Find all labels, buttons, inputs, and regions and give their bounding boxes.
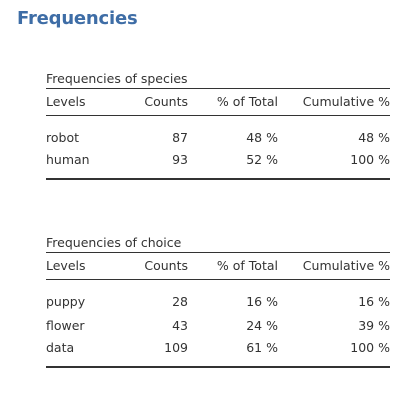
frequencies-choice-block: Frequencies of choice Levels Counts % of… — [46, 234, 390, 368]
table-row: robot 87 48 % 48 % — [46, 126, 390, 150]
column-header-counts: Counts — [126, 252, 188, 280]
cell-level: robot — [46, 130, 79, 145]
column-header-cumulative: Cumulative % — [278, 252, 390, 280]
column-header-levels: Levels — [46, 88, 126, 116]
table-header-row: Levels Counts % of Total Cumulative % — [46, 252, 390, 280]
table-title-choice: Frequencies of choice — [46, 235, 182, 250]
table-row: data 109 61 % 100 % — [46, 338, 390, 368]
page-title: Frequencies — [17, 8, 138, 29]
cell-pct-total: 48 % — [246, 130, 278, 145]
column-header-pct-total: % of Total — [188, 88, 278, 116]
cell-count: 93 — [126, 150, 188, 180]
cell-count: 109 — [126, 338, 188, 368]
cell-level: puppy — [46, 294, 86, 309]
table-row: human 93 52 % 100 % — [46, 150, 390, 180]
table-row: puppy 28 16 % 16 % — [46, 290, 390, 314]
column-header-pct-total: % of Total — [188, 252, 278, 280]
table-row: flower 43 24 % 39 % — [46, 314, 390, 338]
cell-cumulative: 48 % — [358, 130, 390, 145]
cell-cumulative: 39 % — [358, 318, 390, 333]
table-header-row: Levels Counts % of Total Cumulative % — [46, 88, 390, 116]
cell-cumulative: 100 % — [278, 150, 390, 180]
frequencies-species-block: Frequencies of species Levels Counts % o… — [46, 70, 390, 180]
frequencies-choice-table: Levels Counts % of Total Cumulative % pu… — [46, 252, 390, 368]
table-title-species: Frequencies of species — [46, 71, 188, 86]
cell-cumulative: 16 % — [358, 294, 390, 309]
frequencies-species-table: Levels Counts % of Total Cumulative % ro… — [46, 88, 390, 180]
cell-pct-total: 24 % — [246, 318, 278, 333]
cell-count: 28 — [172, 294, 188, 309]
column-header-counts: Counts — [126, 88, 188, 116]
cell-pct-total: 61 % — [188, 338, 278, 368]
cell-level: data — [46, 338, 126, 368]
column-header-cumulative: Cumulative % — [278, 88, 390, 116]
table-spacer-row — [46, 116, 390, 127]
cell-count: 43 — [172, 318, 188, 333]
table-spacer-row — [46, 280, 390, 291]
cell-pct-total: 16 % — [246, 294, 278, 309]
column-header-levels: Levels — [46, 252, 126, 280]
cell-cumulative: 100 % — [278, 338, 390, 368]
cell-count: 87 — [172, 130, 188, 145]
cell-pct-total: 52 % — [188, 150, 278, 180]
cell-level: flower — [46, 318, 85, 333]
cell-level: human — [46, 150, 126, 180]
